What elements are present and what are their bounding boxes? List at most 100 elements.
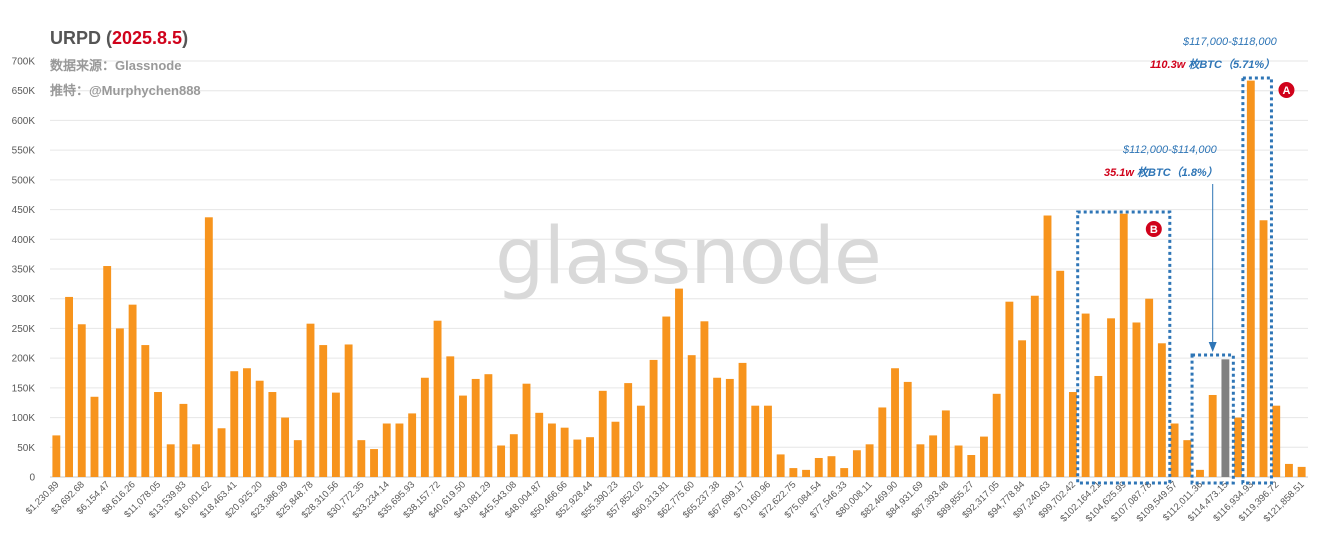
- bar: [941, 410, 950, 477]
- chart-header: URPD (2025.8.5) 数据来源：Glassnode 推特：@Murph…: [50, 28, 201, 99]
- y-tick-label: 450K: [12, 205, 36, 216]
- bar: [827, 456, 836, 477]
- pointer-arrowhead: [1208, 342, 1217, 352]
- bar: [1043, 215, 1052, 477]
- bar: [433, 320, 442, 477]
- bar: [459, 395, 467, 477]
- bar: [891, 368, 899, 477]
- bar: [725, 378, 734, 477]
- bar: [408, 413, 417, 477]
- y-tick-label: 350K: [12, 265, 36, 276]
- bar: [382, 423, 391, 477]
- bar: [1170, 423, 1179, 477]
- bar: [1145, 298, 1154, 477]
- bar: [115, 328, 124, 477]
- box-b: [1076, 210, 1172, 485]
- bar: [776, 454, 785, 477]
- bar: [954, 445, 963, 477]
- bar: [281, 417, 290, 477]
- bar: [90, 396, 99, 477]
- bar: [1018, 340, 1027, 477]
- bar: [586, 437, 594, 477]
- annotation-gray-amount: 35.1w 枚BTC（1.8%）: [1104, 164, 1218, 180]
- bar: [166, 444, 175, 477]
- bar: [751, 405, 760, 477]
- bar: [1196, 469, 1204, 477]
- bar: [560, 427, 569, 477]
- y-tick-label: 700K: [12, 57, 36, 68]
- bar: [306, 323, 315, 477]
- y-tick-label: 600K: [12, 116, 36, 127]
- y-tick-label: 150K: [12, 383, 36, 394]
- annotation-gray-pct: （1.8%）: [1170, 167, 1218, 179]
- bar: [1272, 405, 1281, 477]
- annotation-a-amount: 110.3w 枚BTC（5.71%）: [1150, 56, 1275, 72]
- watermark: glassnode: [495, 212, 882, 302]
- bar: [624, 383, 633, 477]
- bar: [1030, 295, 1039, 477]
- bar: [865, 444, 874, 477]
- bar: [1157, 343, 1166, 477]
- y-tick-label: 0: [29, 473, 35, 484]
- bar: [370, 449, 378, 477]
- bar: [814, 457, 823, 477]
- bar: [713, 377, 722, 477]
- bar: [967, 455, 976, 477]
- bar: [65, 296, 73, 477]
- bar: [700, 321, 709, 477]
- bar: [1056, 270, 1065, 477]
- bar: [1107, 318, 1115, 477]
- bar: [535, 412, 544, 477]
- credit: 推特：@Murphychen888: [50, 83, 201, 98]
- bar: [1081, 313, 1090, 477]
- bar: [141, 345, 150, 477]
- bar: [509, 434, 518, 477]
- bar: [852, 450, 861, 477]
- bar: [980, 436, 988, 477]
- bars: [52, 80, 1306, 478]
- bar: [687, 355, 696, 477]
- badge-b-letter: B: [1150, 224, 1158, 236]
- annotation-gray-unit: 枚BTC: [1133, 167, 1171, 179]
- bar: [1246, 80, 1255, 478]
- badge-a-circle: [1278, 82, 1295, 98]
- bar: [878, 407, 887, 477]
- bar: [1221, 359, 1230, 477]
- bar: [420, 377, 429, 477]
- bar: [992, 393, 1001, 477]
- x-axis: $1,230.89$3,692.68$6,154.47$8,616.26$11,…: [24, 479, 1307, 524]
- box-a: [1241, 76, 1273, 485]
- bar: [573, 439, 582, 477]
- bar: [675, 288, 683, 477]
- bar: [1208, 394, 1217, 477]
- bar: [192, 444, 201, 477]
- bar: [154, 392, 162, 477]
- bar: [802, 469, 811, 477]
- badge-a-letter: A: [1282, 85, 1290, 97]
- bar: [128, 304, 137, 477]
- bar: [1132, 322, 1141, 477]
- bar: [649, 359, 658, 477]
- bar: [1005, 301, 1014, 477]
- bar: [1259, 220, 1268, 478]
- annotation-a-count: 110.3w: [1150, 59, 1186, 71]
- title-prefix: URPD (: [50, 28, 112, 48]
- box-gray: [1190, 353, 1235, 485]
- bar: [1094, 375, 1103, 477]
- bar: [255, 380, 264, 477]
- bar: [344, 344, 353, 477]
- y-axis: 0 50K 100K 150K 200K 250K 300K 350K 400K 450K 500K…: [12, 57, 36, 484]
- bar: [52, 435, 61, 477]
- annotation-gray-count: 35.1w: [1104, 167, 1134, 179]
- bar: [497, 445, 506, 477]
- bar: [738, 362, 747, 477]
- bar: [916, 444, 925, 477]
- y-tick-label: 550K: [12, 146, 36, 157]
- bar: [77, 324, 86, 477]
- bar: [1234, 417, 1243, 477]
- y-tick-label: 300K: [12, 294, 36, 305]
- bar: [1183, 440, 1192, 477]
- bar: [789, 468, 798, 477]
